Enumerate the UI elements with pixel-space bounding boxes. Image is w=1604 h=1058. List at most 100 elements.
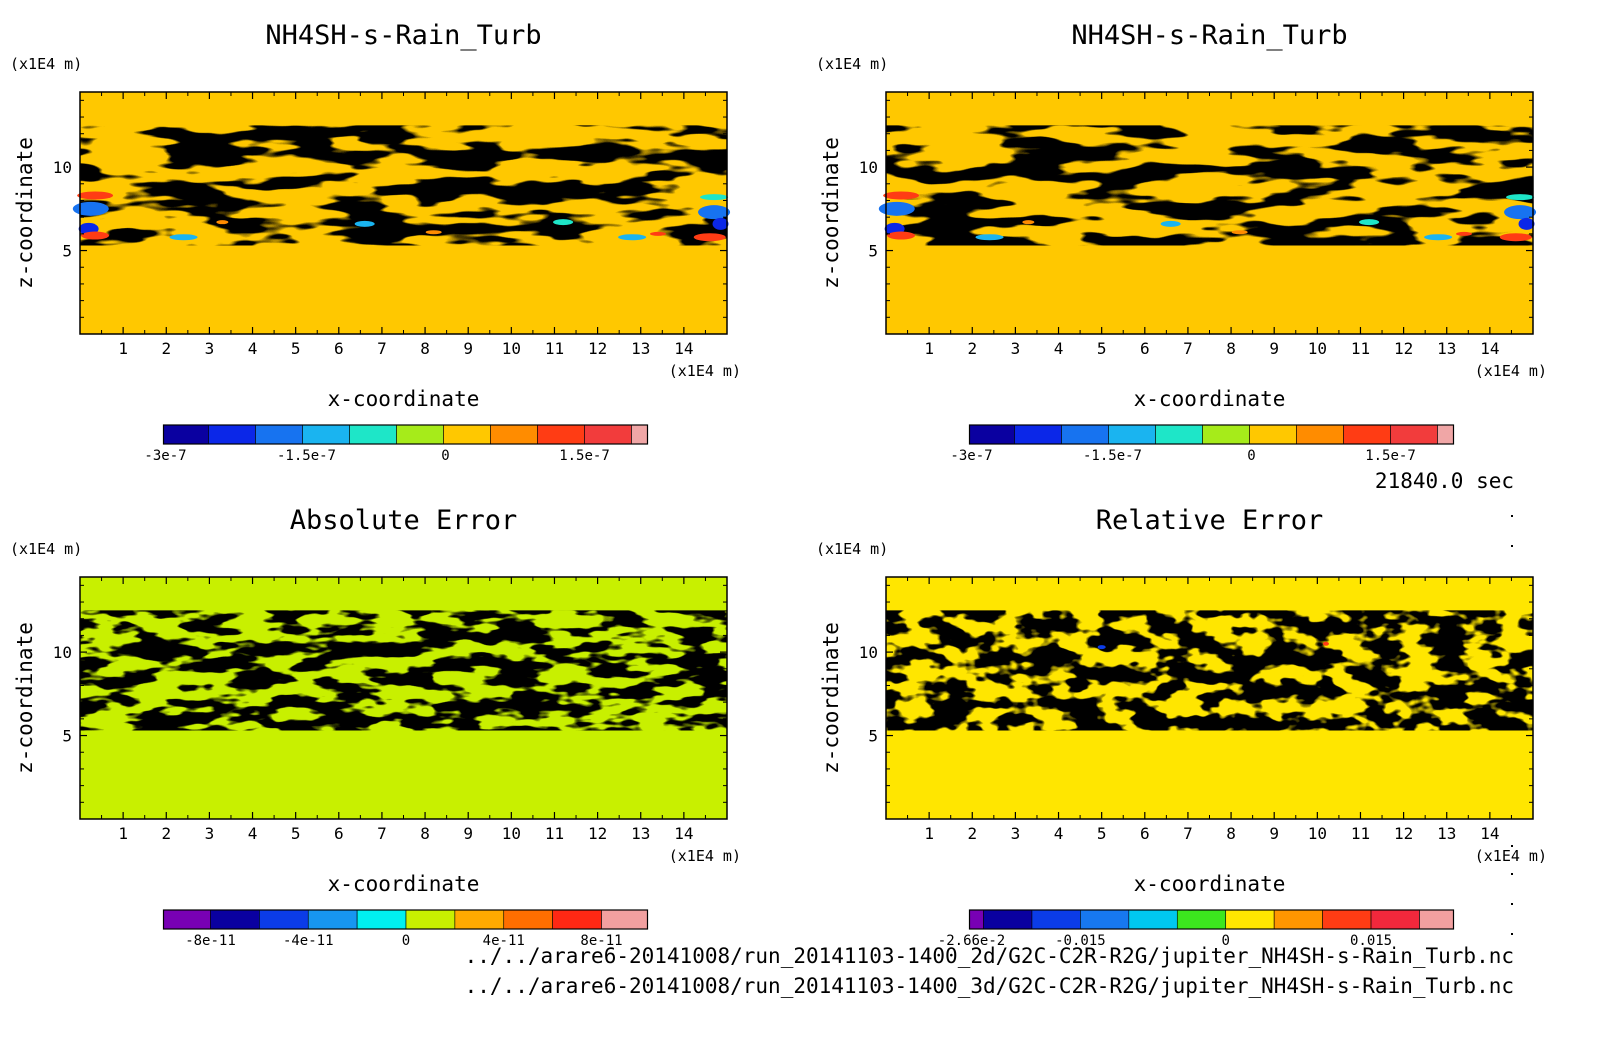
- x-tick-label: 7: [1183, 339, 1193, 358]
- colorbar-swatch: [255, 424, 303, 445]
- x-tick-label: 7: [377, 339, 387, 358]
- x-tick-label: 8: [1226, 339, 1236, 358]
- x-tick-label: 5: [1097, 824, 1107, 843]
- y-tick-label: 10: [859, 643, 878, 662]
- colorbar-label: -2.66e-2: [938, 933, 1005, 949]
- y-tick-label: 5: [62, 242, 72, 261]
- y-axis-label: z-coordinate: [13, 622, 37, 774]
- feature-blob: [81, 231, 110, 240]
- y-unit-label: (x1E4 m): [10, 55, 82, 73]
- colorbar-label: -3e-7: [144, 448, 186, 464]
- edge-features: [72, 191, 731, 242]
- colorbar-swatch: [1249, 424, 1297, 445]
- colorbar-swatch: [1108, 424, 1156, 445]
- x-tick-label: 8: [420, 824, 430, 843]
- colorbar-swatch: [969, 424, 1015, 445]
- y-tick-label: 5: [868, 242, 878, 261]
- x-tick-label: 4: [1054, 824, 1064, 843]
- y-tick-label: 10: [859, 158, 878, 177]
- x-tick-label: 8: [420, 339, 430, 358]
- colorbar-label: 0.015: [1350, 933, 1392, 949]
- feature-blob: [618, 234, 647, 241]
- feature-blob: [354, 220, 375, 227]
- colorbar-swatch: [1061, 424, 1109, 445]
- colorbar-swatch: [601, 909, 648, 930]
- colorbar-swatch: [302, 424, 350, 445]
- x-tick-label: 9: [1269, 824, 1279, 843]
- x-unit-label: (x1E4 m): [1475, 362, 1547, 380]
- colorbar-swatch: [1176, 909, 1227, 930]
- colorbar-swatch: [163, 909, 211, 930]
- colorbar-swatch: [307, 909, 358, 930]
- colorbar-frame: [968, 909, 1455, 930]
- feature-blob: [1022, 220, 1035, 225]
- feature-blob: [1504, 205, 1537, 220]
- x-tick-label: 13: [1437, 824, 1456, 843]
- colorbar-swatch: [1128, 909, 1178, 930]
- x-tick-label: 3: [1011, 824, 1021, 843]
- colorbar-label: 0: [441, 448, 449, 464]
- colorbar-swatch: [1080, 909, 1130, 930]
- feature-blob: [1518, 217, 1535, 230]
- x-tick-label: 5: [291, 824, 301, 843]
- y-unit-label: (x1E4 m): [816, 540, 888, 558]
- feature-blob: [553, 219, 574, 226]
- colorbar-label: -8e-11: [185, 933, 236, 949]
- x-tick-label: 3: [1011, 339, 1021, 358]
- colorbar-swatch: [1273, 909, 1323, 930]
- colorbar-swatch: [443, 424, 491, 445]
- chart-panel-3: Absolute Error(x1E4 m)1 2 3 4 5 6 7 8 9 10 11 12 13 1…: [10, 505, 741, 949]
- x-tick-label: 7: [1183, 824, 1193, 843]
- colorbar-label: -4e-11: [283, 933, 334, 949]
- x-tick-label: 6: [334, 824, 344, 843]
- colorbar-swatch: [454, 909, 505, 930]
- x-tick-label: 12: [1394, 824, 1413, 843]
- feature-blob: [1160, 220, 1181, 227]
- x-tick-label: 11: [545, 824, 564, 843]
- x-tick-label: 14: [1480, 824, 1499, 843]
- feature-blob: [425, 230, 442, 235]
- pattern-field: [886, 125, 1533, 246]
- x-tick-label: 6: [1140, 339, 1150, 358]
- colorbar-frame: [968, 424, 1455, 445]
- colorbar-swatch: [490, 424, 538, 445]
- feature-blob: [649, 231, 666, 236]
- colorbar-label: -0.015: [1055, 933, 1106, 949]
- time-label: 21840.0 sec: [1375, 469, 1514, 493]
- x-tick-label: 3: [205, 339, 215, 358]
- x-tick-label: 1: [924, 339, 934, 358]
- data-pattern: [80, 610, 727, 731]
- x-unit-label: (x1E4 m): [669, 362, 741, 380]
- data-pattern: [886, 610, 1533, 731]
- x-tick-label: 5: [291, 339, 301, 358]
- feature-blob: [1322, 641, 1329, 646]
- x-tick-label: 12: [588, 824, 607, 843]
- colorbar-swatch: [356, 909, 407, 930]
- colorbar: -2.66e-2 -0.015 0 0.015: [938, 909, 1455, 949]
- colorbar-label: 8e-11: [580, 933, 622, 949]
- x-tick-label: 4: [248, 824, 258, 843]
- feature-blob: [1499, 233, 1532, 242]
- feature-blob: [1424, 234, 1453, 241]
- colorbar-swatch: [1390, 424, 1438, 445]
- x-axis-label: x-coordinate: [328, 872, 480, 896]
- x-tick-label: 10: [1308, 824, 1327, 843]
- y-unit-label: (x1E4 m): [10, 540, 82, 558]
- x-tick-label: 11: [1351, 824, 1370, 843]
- x-tick-label: 12: [1394, 339, 1413, 358]
- colorbar-frame: [162, 909, 649, 930]
- chart-panel-4: Relative Error(x1E4 m)1 2 3 4 5 6 7 8 9 10 11 12 13 1…: [816, 505, 1547, 949]
- feature-blob: [698, 205, 731, 220]
- colorbar-swatch: [631, 424, 648, 445]
- colorbar-swatch: [1014, 424, 1062, 445]
- x-axis-label: x-coordinate: [1134, 387, 1286, 411]
- colorbar-swatch: [969, 909, 984, 930]
- x-tick-label: 8: [1226, 824, 1236, 843]
- colorbar-label: 1.5e-7: [559, 448, 610, 464]
- colorbar-swatch: [259, 909, 309, 930]
- x-unit-label: (x1E4 m): [669, 847, 741, 865]
- pattern-field: [886, 610, 1533, 731]
- colorbar: -3e-7 -1.5e-7 0 1.5e-7: [950, 424, 1455, 464]
- x-tick-label: 4: [248, 339, 258, 358]
- colorbar-label: 0: [1247, 448, 1255, 464]
